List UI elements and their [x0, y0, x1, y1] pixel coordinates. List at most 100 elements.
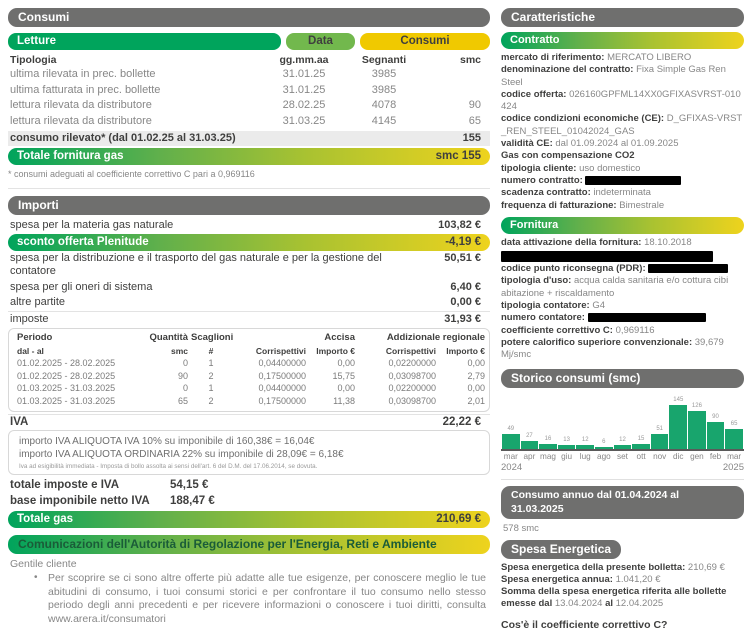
chart-bar-value: 27 [526, 432, 533, 439]
coefficient-footnote: * consumi adeguati al coefficiente corre… [8, 169, 255, 179]
sconto-value: -4,19 € [445, 235, 481, 248]
base-imponibile-line: base imponibile netto IVA 188,47 € [8, 494, 490, 509]
letture-label-bar: Letture [8, 33, 281, 50]
totale-imposte-line: totale imposte e IVA 54,15 € [8, 478, 490, 493]
tax-table-row: 01.03.2025 - 31.03.2025 65 2 0,17500000 … [17, 395, 485, 406]
iva-value: 22,22 € [442, 416, 481, 428]
arera-link[interactable]: www.arera.it/consumatori [48, 612, 166, 625]
chart-month-label: ott [636, 451, 646, 461]
reading-date: 31.03.25 [282, 114, 326, 127]
tax-h-scaglioni: Scaglioni [191, 332, 234, 343]
chart-bar-value: 126 [691, 402, 702, 409]
field-label: frequenza di fatturazione: [501, 199, 617, 211]
chart-bar-value: 6 [602, 438, 606, 445]
table-row: lettura rilevata da distributore 28.02.2… [8, 98, 490, 114]
bullet-item: • Per scoprire se ci sono altre offerte … [8, 572, 490, 626]
tax-sh-importo: Importo € [446, 345, 485, 356]
iva-label: IVA [10, 416, 29, 428]
tax-detail-table: Periodo Quantità Scaglioni Accisa Addizi… [8, 328, 490, 412]
chart-divider [501, 478, 744, 480]
chart-bar-value: 145 [673, 396, 684, 403]
field-label: coefficiente correttivo C: [501, 324, 613, 336]
importi-value: 0,00 € [450, 296, 481, 308]
coefficient-question[interactable]: Cos'è il coefficiente correttivo C? [501, 618, 668, 631]
reading-type: ultima fatturata in prec. bollette [10, 83, 161, 96]
reading-smc: 65 [468, 114, 481, 127]
reading-type: lettura rilevata da distributore [10, 114, 152, 127]
field-label: codice condizioni economiche (CE): [501, 113, 665, 125]
letture-header-row: Letture Data Consumi [8, 33, 490, 50]
reading-meter: 3985 [371, 83, 397, 96]
tax-sh-num: # [208, 345, 214, 356]
importi-label: altre partite [10, 296, 66, 308]
caratteristiche-section-header: Caratteristiche [501, 8, 744, 27]
chart-bar: 49 [502, 426, 520, 449]
field-value: MERCATO LIBERO [607, 52, 692, 63]
sconto-offerta-bar: sconto offerta Plenitude -4,19 € [8, 233, 490, 251]
importi-value: 50,51 € [444, 251, 481, 264]
tax-table-row: 01.02.2025 - 28.02.2025 90 2 0,17500000 … [17, 370, 485, 381]
field-label: Somma della spesa energetica riferita al… [501, 586, 727, 610]
field-value: 026160GPFML14XX0GFIXASVRST-010424 [501, 88, 741, 113]
field-label: validità CE: [501, 138, 553, 150]
base-imponibile-value: 188,47 € [170, 494, 215, 507]
field-label: scadenza contratto: [501, 187, 591, 199]
reading-smc: 90 [468, 99, 481, 111]
field-label: numero contatore: [501, 312, 585, 324]
chart-month-label: ago [597, 451, 611, 461]
field-value: Bimestrale [619, 199, 665, 211]
consumo-annuo-header: Consumo annuo dal 01.04.2024 al 31.03.20… [501, 485, 744, 519]
importi-row-altre: altre partite 0,00 € [8, 295, 490, 311]
iva-fine-print: Iva ad esigibilità immediata - Imposta d… [19, 463, 318, 470]
chart-bar-value: 13 [563, 436, 570, 443]
totale-imposte-label: totale imposte e IVA [10, 479, 120, 491]
chart-year-left: 2024 [501, 461, 523, 473]
field-label: numero contratto: [501, 174, 583, 186]
base-imponibile-label: base imponibile netto IVA [10, 494, 150, 507]
chart-bar: 13 [557, 436, 576, 449]
chart-bar: 126 [688, 403, 706, 449]
reading-meter: 3985 [371, 68, 397, 80]
field-value: dal 01.09.2024 al 01.09.2025 [555, 138, 679, 150]
chart-years: 2024 2025 [501, 462, 744, 473]
chart-month-label: mag [540, 451, 556, 461]
reading-type: ultima rilevata in prec. bollette [10, 68, 156, 80]
chart-month-label: set [616, 451, 628, 461]
tax-h-quantita: Quantità [149, 332, 188, 343]
chart-bar-value: 49 [507, 425, 515, 432]
greeting-text: Gentile cliente [10, 558, 77, 570]
iva-note-2: importo IVA ALIQUOTA ORDINARIA 22% su im… [19, 449, 344, 460]
comunicazioni-header: Comunicazioni dell'Autorità di Regolazio… [8, 535, 490, 554]
chart-month-label: apr [523, 451, 536, 461]
spesa-energetica-header: Spesa Energetica [501, 539, 622, 559]
consumo-rilevato-value: 155 [462, 132, 481, 144]
bullet-paragraph: Per scoprire se ci sono altre offerte pi… [48, 572, 490, 626]
redacted-contract-number [585, 175, 682, 185]
importi-label: imposte [10, 312, 49, 325]
contratto-header-label: Contratto [510, 34, 560, 46]
fornitura-details: data attivazione della fornitura: 18.10.… [501, 237, 744, 362]
importi-row-oneri: spesa per gli oneri di sistema 6,40 € [8, 280, 490, 296]
bullet-icon: • [34, 572, 38, 583]
consumo-rilevato-row: consumo rilevato* (dal 01.02.25 al 31.03… [8, 131, 490, 146]
importi-row-imposte: imposte 31,93 € [8, 310, 490, 328]
consumi-section: Consumi Letture Data Consumi Tipologia g… [8, 8, 490, 179]
field-value: 12.04.2025 [615, 598, 664, 610]
chart-bar: 12 [576, 437, 595, 449]
totale-fornitura-label: Totale fornitura gas [17, 150, 124, 162]
consumption-history-chart: 49 27 16 13 12 6 12 15 51 145 126 90 65 mar apr mag giu… [501, 394, 744, 473]
importi-section: Importi spesa per la materia gas natural… [8, 196, 490, 528]
chart-month-label: feb [709, 451, 722, 461]
chart-bar: 51 [650, 426, 669, 449]
iva-note-1: importo IVA ALIQUOTA IVA 10% su imponibi… [19, 436, 315, 447]
field-value: G4 [592, 300, 605, 312]
fornitura-header-label: Fornitura [510, 218, 559, 231]
tax-table-row: 01.03.2025 - 31.03.2025 0 1 0,04400000 0… [17, 383, 485, 393]
chart-months: mar apr mag giu lug ago set ott nov dic gen feb mar [501, 452, 744, 461]
tax-sh-smc: smc [170, 345, 188, 356]
col-header-data: gg.mm.aa [279, 54, 329, 66]
left-column: Consumi Letture Data Consumi Tipologia g… [8, 8, 490, 631]
chart-bar-value: 65 [730, 420, 738, 427]
iva-total-row: IVA 22,22 € [8, 414, 490, 429]
importi-row-materia: spesa per la materia gas naturale 103,82… [8, 218, 490, 234]
